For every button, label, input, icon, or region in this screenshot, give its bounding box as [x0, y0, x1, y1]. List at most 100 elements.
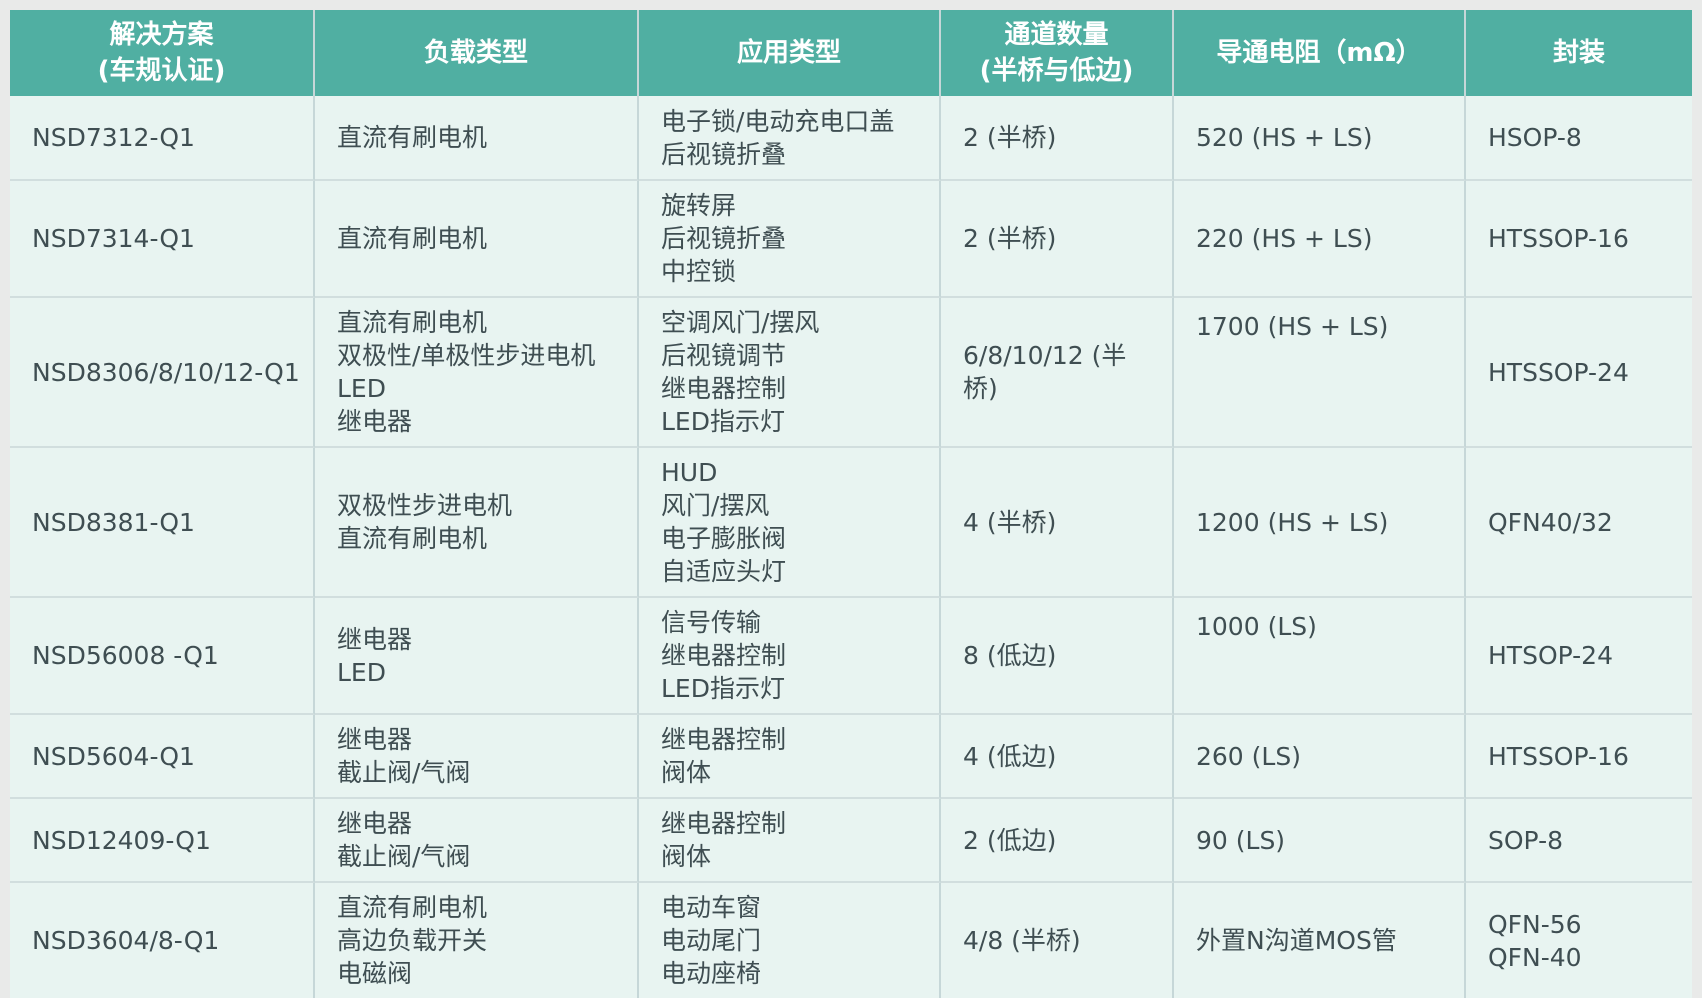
cell-solution: NSD7314-Q1 — [10, 181, 315, 298]
cell-load-type-line: 直流有刷电机 — [337, 224, 488, 253]
cell-package: HTSOP-24 — [1466, 598, 1692, 715]
table-row: NSD5604-Q1 继电器截止阀/气阀 继电器控制阀体 4 (低边) 260 (LS)… — [10, 715, 1692, 799]
cell-on-resistance: 1200 (HS + LS) — [1174, 448, 1466, 598]
cell-load-type-line: LED — [337, 374, 386, 403]
cell-load-type-line: 直流有刷电机 — [337, 123, 488, 152]
cell-package-line: HTSSOP-24 — [1488, 357, 1629, 387]
cell-load-type-line: 直流有刷电机 — [337, 524, 488, 553]
cell-application-type-line: 后视镜调节 — [661, 341, 787, 370]
cell-package: HSOP-8 — [1466, 96, 1692, 181]
column-header-solution: 解决方案 (车规认证) — [10, 10, 315, 96]
cell-application-type: 电子锁/电动充电口盖 后视镜折叠 — [639, 96, 941, 181]
header-row: 解决方案 (车规认证) 负载类型 应用类型 通道数量 (半桥与低边) 导通电阻（mΩ） 封装 — [10, 10, 1692, 96]
cell-application-type-line: 电子锁/电动充电口盖 — [661, 106, 895, 136]
cell-application-type-line: 后视镜折叠 — [661, 224, 787, 253]
cell-application-type-line: LED指示灯 — [661, 407, 785, 436]
cell-application-type-line: 继电器控制 — [661, 809, 787, 838]
cell-package: SOP-8 — [1466, 799, 1692, 883]
cell-channel-count-line: 4/8 (半桥) — [963, 926, 1081, 955]
cell-channel-count: 8 (低边) — [941, 598, 1174, 715]
cell-solution: NSD7312-Q1 — [10, 96, 315, 181]
cell-load-type: 双极性步进电机 直流有刷电机 — [315, 448, 639, 598]
cell-load-type-line: 继电器 — [337, 624, 413, 654]
cell-application-type-line: 风门/摆风 — [661, 491, 770, 520]
cell-application-type-line: 中控锁 — [661, 257, 737, 286]
cell-channel-count-line: 4 (低边) — [963, 741, 1057, 771]
cell-package: QFN-56 QFN-40 — [1466, 883, 1692, 998]
cell-channel-count-line: 6/8/10/12 (半桥) — [963, 341, 1127, 403]
cell-load-type-line: 截止阀/气阀 — [337, 758, 471, 787]
table-row: NSD56008 -Q1 继电器 LED 信号传输 继电器控制 LED指示灯 8 (低边) 1… — [10, 598, 1692, 715]
cell-load-type-line: 继电器 — [337, 809, 413, 838]
cell-application-type-line: 信号传输 — [661, 608, 762, 637]
cell-solution-line: NSD8306/8/10/12-Q1 — [32, 357, 300, 387]
cell-package-line: SOP-8 — [1488, 825, 1563, 855]
cell-on-resistance: 260 (LS) — [1174, 715, 1466, 799]
cell-on-resistance-line: 1000 (LS) — [1196, 612, 1317, 641]
cell-on-resistance: 520 (HS + LS) — [1174, 96, 1466, 181]
cell-channel-count: 4 (半桥) — [941, 448, 1174, 598]
cell-load-type-line: 直流有刷电机 — [337, 308, 488, 337]
cell-load-type: 继电器 截止阀/气阀 — [315, 799, 639, 883]
cell-application-type-line: 阀体 — [661, 842, 712, 871]
table-row: NSD12409-Q1 继电器 截止阀/气阀 继电器控制 阀体 2 (低边) 90 (LS)… — [10, 799, 1692, 883]
table-row: NSD7314-Q1 直流有刷电机 旋转屏 后视镜折叠 中控锁 2 (半桥) 220 (HS… — [10, 181, 1692, 298]
column-header-load: 负载类型 — [315, 10, 639, 96]
cell-on-resistance-line: 520 (HS + LS) — [1196, 123, 1373, 152]
cell-package-line: HSOP-8 — [1488, 123, 1582, 152]
cell-application-type-line: 继电器控制 — [661, 725, 787, 754]
cell-application-type-line: 继电器控制 — [661, 641, 787, 670]
column-header-channels: 通道数量 (半桥与低边) — [941, 10, 1174, 96]
cell-on-resistance: 90 (LS) — [1174, 799, 1466, 883]
cell-on-resistance: 外置N沟道MOS管 — [1174, 883, 1466, 998]
column-header-application-line: 应用类型 — [736, 38, 841, 68]
column-header-channels-line: 通道数量 — [1004, 20, 1109, 50]
cell-application-type-line: 空调风门/摆风 — [661, 308, 820, 337]
cell-application-type: 旋转屏 后视镜折叠 中控锁 — [639, 181, 941, 298]
column-header-package-line: 封装 — [1552, 38, 1605, 68]
cell-on-resistance: 220 (HS + LS) — [1174, 181, 1466, 298]
cell-channel-count-line: 2 (半桥) — [963, 224, 1057, 253]
cell-application-type-line: HUD — [661, 458, 718, 487]
cell-package: HTSSOP-16 — [1466, 181, 1692, 298]
table-row: NSD3604/8-Q1 直流有刷电机 高边负载开关 电磁阀 电动车窗 电动尾门 电动座椅 4… — [10, 883, 1692, 998]
cell-package-line: HTSSOP-16 — [1488, 224, 1629, 253]
solution-table: 解决方案 (车规认证) 负载类型 应用类型 通道数量 (半桥与低边) 导通电阻（mΩ） 封装 N… — [10, 10, 1692, 998]
cell-load-type: 直流有刷电机 高边负载开关 电磁阀 — [315, 883, 639, 998]
cell-solution-line: NSD8381-Q1 — [32, 507, 195, 537]
cell-channel-count-line: 8 (低边) — [963, 641, 1057, 670]
cell-load-type-line: 继电器 — [337, 725, 413, 754]
cell-package: HTSSOP-24 — [1466, 298, 1692, 448]
cell-on-resistance-line: 260 (LS) — [1196, 741, 1301, 771]
cell-application-type: 继电器控制 阀体 — [639, 715, 941, 799]
cell-channel-count: 4/8 (半桥) — [941, 883, 1174, 998]
cell-application-type-line: 阀体 — [661, 758, 712, 787]
cell-package-line: HTSOP-24 — [1488, 641, 1613, 670]
cell-solution: NSD8381-Q1 — [10, 448, 315, 598]
cell-solution-line: NSD7312-Q1 — [32, 123, 195, 152]
cell-load-type: 直流有刷电机 — [315, 96, 639, 181]
cell-solution: NSD12409-Q1 — [10, 799, 315, 883]
cell-application-type-line: 电动尾门 — [661, 926, 762, 955]
cell-application-type: 空调风门/摆风 后视镜调节继电器控制 LED指示灯 — [639, 298, 941, 448]
cell-application-type-line: 后视镜折叠 — [661, 139, 787, 169]
column-header-solution-line: (车规认证) — [97, 56, 226, 86]
cell-channel-count-line: 4 (半桥) — [963, 507, 1057, 537]
cell-solution: NSD56008 -Q1 — [10, 598, 315, 715]
cell-application-type-line: 继电器控制 — [661, 374, 787, 403]
cell-application-type: 信号传输 继电器控制 LED指示灯 — [639, 598, 941, 715]
cell-application-type-line: 电动座椅 — [661, 959, 762, 988]
column-header-application: 应用类型 — [639, 10, 941, 96]
cell-application-type-line: 电动车窗 — [661, 893, 762, 922]
cell-on-resistance-line: 90 (LS) — [1196, 825, 1286, 855]
cell-application-type-line: 电子膨胀阀 — [661, 524, 787, 553]
cell-on-resistance-line: 1200 (HS + LS) — [1196, 507, 1389, 537]
cell-solution-line: NSD7314-Q1 — [32, 224, 195, 253]
cell-load-type: 直流有刷电机 — [315, 181, 639, 298]
cell-solution-line: NSD12409-Q1 — [32, 825, 211, 855]
cell-load-type-line: 继电器 — [337, 407, 413, 436]
cell-application-type: HUD 风门/摆风 电子膨胀阀 自适应头灯 — [639, 448, 941, 598]
cell-on-resistance-line: 外置N沟道MOS管 — [1196, 926, 1397, 955]
cell-solution-line: NSD5604-Q1 — [32, 741, 195, 771]
cell-load-type-line: LED — [337, 657, 386, 687]
